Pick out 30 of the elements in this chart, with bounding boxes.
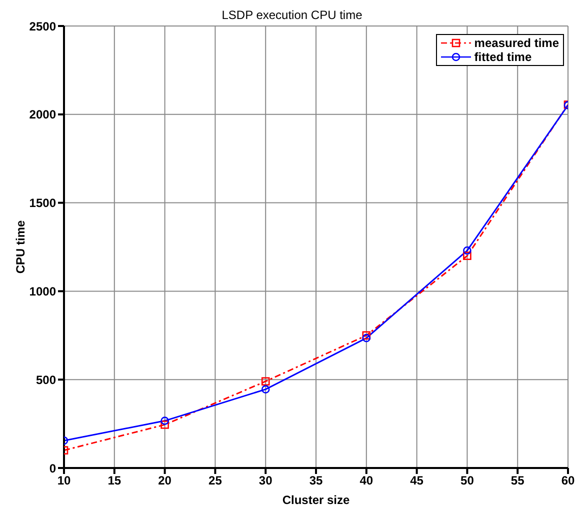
x-tick-label: 40 <box>360 474 374 488</box>
y-tick-label: 0 <box>49 461 56 476</box>
x-axis-title: Cluster size <box>282 493 350 507</box>
x-tick-label: 55 <box>510 474 525 488</box>
x-tick-label: 50 <box>460 474 474 488</box>
point <box>160 420 169 429</box>
point <box>261 377 270 386</box>
x-tick-label: 35 <box>309 474 323 488</box>
x-tick-label: 25 <box>208 474 222 488</box>
y-tick-label: 1000 <box>29 284 56 298</box>
point <box>362 331 371 340</box>
legend-label: measured time <box>474 36 559 50</box>
legend-label: fitted time <box>474 50 532 64</box>
x-tick-label: 30 <box>258 474 273 488</box>
y-tick-label: 2000 <box>29 108 56 122</box>
x-tick-label: 60 <box>561 474 575 488</box>
y-axis-title: CPU time <box>13 220 28 274</box>
y-tick-label: 500 <box>36 372 56 387</box>
x-tick-label: 10 <box>57 474 71 488</box>
point <box>362 334 371 342</box>
x-tick-label: 15 <box>108 474 122 488</box>
point <box>261 385 270 394</box>
y-tick-label: 2500 <box>29 19 56 34</box>
chart-title: LSDP execution CPU time <box>222 8 362 22</box>
y-tick-label: 1500 <box>29 196 56 210</box>
point <box>160 416 169 425</box>
point <box>463 246 472 255</box>
point <box>463 252 472 260</box>
x-tick-label: 45 <box>410 474 424 488</box>
x-tick-label: 20 <box>158 474 172 488</box>
